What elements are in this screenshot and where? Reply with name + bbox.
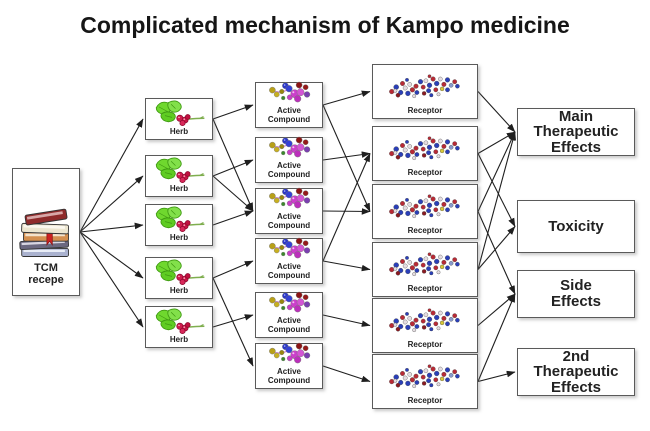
active-compound-box: Active Compound [255, 238, 323, 284]
side-effects-label: Side Effects [550, 277, 602, 310]
herb-box: Herb [145, 257, 213, 299]
receptor-icon [377, 190, 473, 226]
receptor-icon [377, 304, 473, 340]
herb-box: Herb [145, 98, 213, 140]
active-compound-label: Active Compound [267, 212, 311, 231]
active-compound-label: Active Compound [267, 262, 311, 281]
herb-icon [149, 307, 209, 335]
toxicity-box: Toxicity [517, 200, 635, 253]
main-therapeutic-effects-box: Main Therapeutic Effects [517, 108, 635, 156]
herb-box: Herb [145, 155, 213, 197]
herb-label: Herb [169, 127, 189, 137]
herb-label: Herb [169, 335, 189, 345]
active-compound-label: Active Compound [267, 367, 311, 386]
receptor-box: Receptor [372, 298, 478, 353]
herb-label: Herb [169, 286, 189, 296]
herb-label: Herb [169, 233, 189, 243]
molecule-icon [258, 135, 320, 161]
molecule-icon [258, 80, 320, 106]
herb-icon [149, 258, 209, 286]
receptor-label: Receptor [407, 396, 443, 406]
main-therapeutic-effects-label: Main Therapeutic Effects [533, 107, 619, 156]
receptor-box: Receptor [372, 126, 478, 181]
active-compound-box: Active Compound [255, 343, 323, 389]
receptor-label: Receptor [407, 106, 443, 116]
active-compound-box: Active Compound [255, 82, 323, 128]
active-compound-label: Active Compound [267, 316, 311, 335]
receptor-icon [377, 360, 473, 396]
active-compound-box: Active Compound [255, 137, 323, 183]
receptor-label: Receptor [407, 226, 443, 236]
receptor-box: Receptor [372, 242, 478, 297]
second-therapeutic-effects-box: 2nd Therapeutic Effects [517, 348, 635, 396]
herb-label: Herb [169, 184, 189, 194]
herb-icon [149, 99, 209, 127]
tcm-recipe-label: TCM recepe [28, 261, 64, 287]
receptor-box: Receptor [372, 354, 478, 409]
side-effects-box: Side Effects [517, 270, 635, 318]
molecule-icon [258, 341, 320, 367]
herb-icon [149, 156, 209, 184]
receptor-label: Receptor [407, 284, 443, 294]
page-title: Complicated mechanism of Kampo medicine [80, 12, 570, 38]
herb-icon [149, 205, 209, 233]
molecule-icon [258, 186, 320, 212]
books-icon [17, 207, 75, 261]
active-compound-box: Active Compound [255, 188, 323, 234]
active-compound-box: Active Compound [255, 292, 323, 338]
herb-box: Herb [145, 204, 213, 246]
active-compound-label: Active Compound [267, 161, 311, 180]
active-compound-label: Active Compound [267, 106, 311, 125]
receptor-box: Receptor [372, 64, 478, 119]
receptor-box: Receptor [372, 184, 478, 239]
receptor-icon [377, 70, 473, 106]
receptor-icon [377, 248, 473, 284]
receptor-icon [377, 132, 473, 168]
receptor-label: Receptor [407, 340, 443, 350]
toxicity-label: Toxicity [548, 217, 604, 235]
second-therapeutic-effects-label: 2nd Therapeutic Effects [533, 347, 619, 396]
receptor-label: Receptor [407, 168, 443, 178]
herb-box: Herb [145, 306, 213, 348]
molecule-icon [258, 236, 320, 262]
molecule-icon [258, 290, 320, 316]
tcm-recipe-box: TCM recepe [12, 168, 80, 296]
